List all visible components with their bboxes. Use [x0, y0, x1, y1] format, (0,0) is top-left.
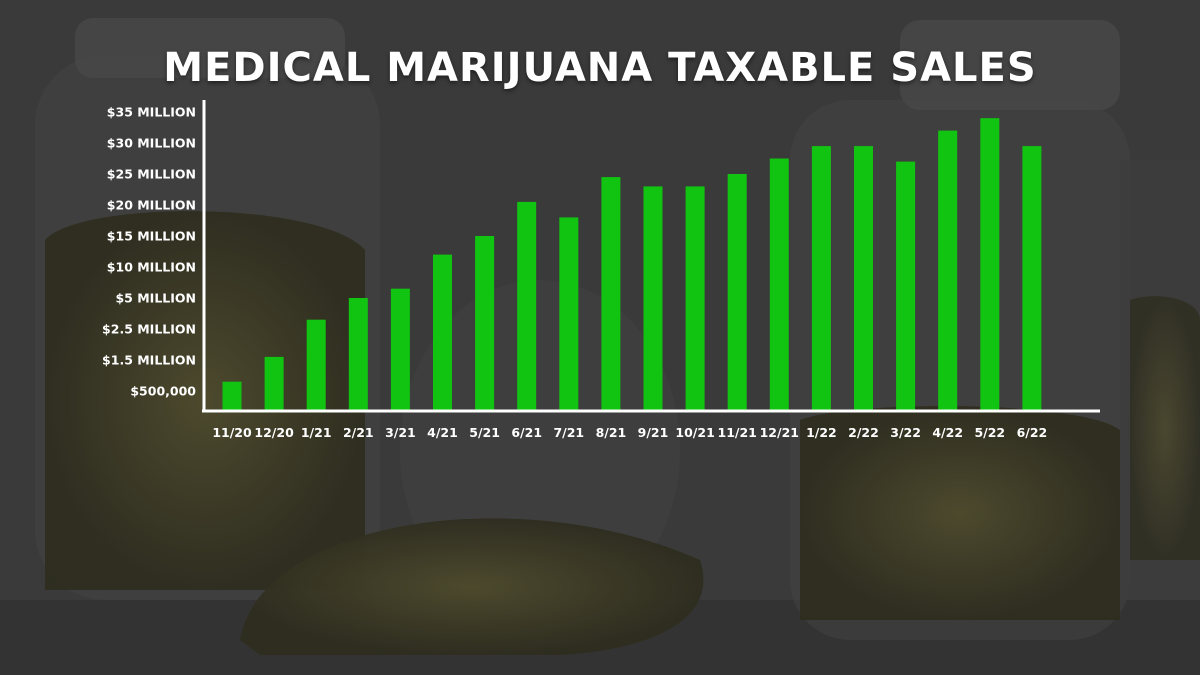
- x-tick-label: 4/22: [932, 425, 963, 440]
- bar-1-21: [306, 319, 326, 411]
- x-axis-ticks: 11/20 12/20 1/21 2/21 3/21 4/21 5/21 6/21 7/21 8/…: [212, 425, 1047, 440]
- y-tick-label: $30 MILLION: [107, 136, 196, 151]
- y-tick-label: $10 MILLION: [107, 260, 196, 275]
- x-tick-label: 2/22: [848, 425, 879, 440]
- bar-6-22: [1022, 146, 1042, 411]
- y-tick-label: $2.5 MILLION: [102, 322, 196, 337]
- x-tick-label: 9/21: [638, 425, 669, 440]
- x-tick-label: 11/20: [212, 425, 252, 440]
- y-tick-label: $1.5 MILLION: [102, 353, 196, 368]
- bar-1-22: [811, 146, 831, 411]
- x-tick-label: 1/22: [806, 425, 837, 440]
- x-tick-label: 3/22: [890, 425, 921, 440]
- bar-8-21: [601, 177, 621, 411]
- x-tick-label: 4/21: [427, 425, 458, 440]
- x-tick-label: 2/21: [343, 425, 374, 440]
- x-tick-label: 6/22: [1017, 425, 1048, 440]
- y-tick-label: $500,000: [130, 384, 196, 399]
- bar-10-21: [685, 186, 705, 411]
- x-tick-label: 10/21: [675, 425, 714, 440]
- bar-3-22: [896, 161, 916, 411]
- bar-5-22: [980, 118, 1000, 411]
- bar-6-21: [517, 201, 537, 411]
- bar-12-21: [769, 158, 789, 411]
- chart-title: MEDICAL MARIJUANA TAXABLE SALES: [163, 45, 1037, 91]
- y-tick-label: $20 MILLION: [107, 198, 196, 213]
- bar-7-21: [559, 217, 579, 411]
- bar-4-22: [938, 130, 958, 411]
- y-tick-label: $5 MILLION: [115, 291, 196, 306]
- y-tick-label: $35 MILLION: [107, 105, 196, 120]
- bar-5-21: [475, 236, 495, 411]
- x-tick-label: 12/21: [760, 425, 799, 440]
- bar-11-21: [727, 174, 747, 411]
- y-tick-label: $15 MILLION: [107, 229, 196, 244]
- bar-2-21: [348, 298, 368, 411]
- x-tick-label: 8/21: [596, 425, 627, 440]
- bar-2-22: [854, 146, 873, 411]
- y-tick-label: $25 MILLION: [107, 167, 196, 182]
- x-tick-label: 12/20: [254, 425, 294, 440]
- x-tick-label: 1/21: [301, 425, 332, 440]
- x-tick-label: 6/21: [511, 425, 542, 440]
- x-tick-label: 7/21: [553, 425, 584, 440]
- bar-3-21: [390, 288, 410, 411]
- y-axis-ticks: $500,000 $1.5 MILLION $2.5 MILLION $5 MILLI…: [102, 105, 196, 399]
- bar-9-21: [643, 186, 663, 411]
- bar-series: [222, 118, 1042, 411]
- x-tick-label: 5/21: [469, 425, 500, 440]
- x-tick-label: 11/21: [718, 425, 757, 440]
- x-tick-label: 3/21: [385, 425, 416, 440]
- bar-11-20: [222, 381, 242, 411]
- x-tick-label: 5/22: [974, 425, 1005, 440]
- bar-4-21: [433, 254, 452, 411]
- bar-12-20: [264, 356, 284, 411]
